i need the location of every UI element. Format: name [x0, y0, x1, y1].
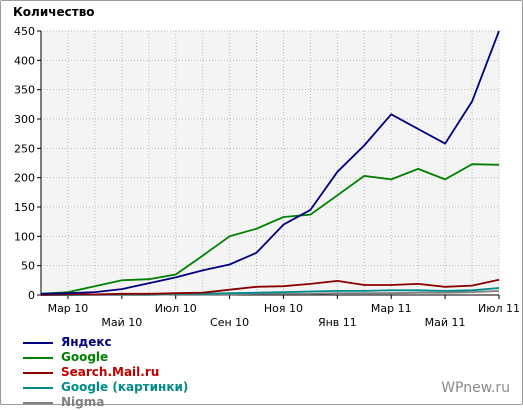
legend-item-nigma: Nigma	[23, 395, 188, 410]
x-tick-label: Май 11	[425, 316, 466, 329]
x-tick-label: Июл 11	[478, 302, 520, 315]
x-tick-label: Май 10	[101, 316, 142, 329]
y-axis-label: Количество	[13, 5, 95, 19]
legend-item-google: Google	[23, 350, 188, 365]
series-line-1	[40, 163, 500, 295]
x-tick-label: Мар 11	[371, 302, 412, 315]
x-tick-label: Сен 10	[210, 316, 249, 329]
y-tick-label: 200	[14, 172, 35, 185]
legend-swatch-google	[23, 356, 53, 359]
legend-swatch-yandex	[23, 341, 53, 344]
y-tick-label: 400	[14, 54, 35, 67]
legend-swatch-mail	[23, 371, 53, 374]
legend-label-mail: Search.Mail.ru	[61, 365, 160, 379]
y-tick-label: 300	[14, 113, 35, 126]
legend-swatch-nigma	[23, 401, 53, 404]
x-tick-label: Янв 11	[318, 316, 357, 329]
y-tick-label: 250	[14, 142, 35, 155]
y-tick-label: 350	[14, 84, 35, 97]
legend-label-yandex: Яндекс	[61, 335, 112, 349]
legend-label-google: Google	[61, 350, 109, 364]
legend-item-yandex: Яндекс	[23, 335, 188, 350]
plot-area	[41, 31, 499, 295]
y-tick-label: 100	[14, 230, 35, 243]
legend-item-mail: Search.Mail.ru	[23, 365, 188, 380]
series-line-0	[40, 30, 500, 295]
y-tick-label: 50	[21, 260, 35, 273]
y-tick-label: 0	[28, 289, 35, 302]
y-tick-label: 150	[14, 201, 35, 214]
watermark: WPnew.ru	[441, 380, 510, 396]
x-tick-label: Мар 10	[48, 302, 89, 315]
x-tick-label: Ноя 10	[264, 302, 303, 315]
y-tick-label: 450	[14, 25, 35, 38]
legend-label-nigma: Nigma	[61, 395, 105, 409]
x-tick-label: Июл 10	[155, 302, 197, 315]
legend-label-google-images: Google (картинки)	[61, 380, 189, 394]
legend-swatch-google-images	[23, 386, 53, 389]
series-line-2	[40, 278, 500, 296]
legend-item-google-images: Google (картинки)	[23, 380, 188, 395]
legend: Яндекс Google Search.Mail.ru Google (кар…	[23, 335, 188, 410]
